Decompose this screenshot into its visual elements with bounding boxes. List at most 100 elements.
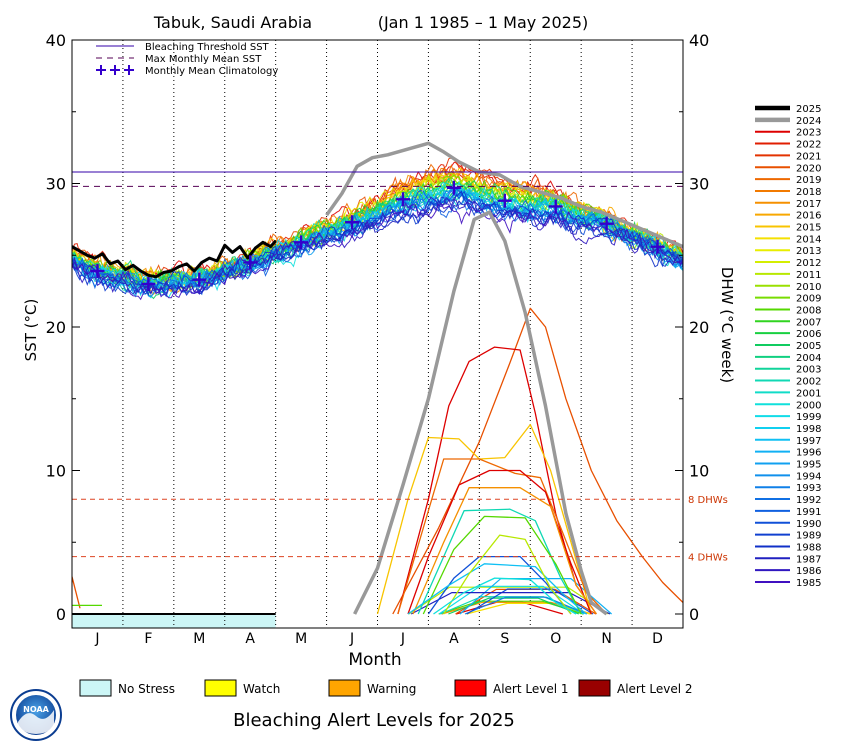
dhw-8-label: 8 DHWs <box>688 495 728 506</box>
dhw-series-highlight-5 <box>412 487 597 615</box>
year-legend-label-1995: 1995 <box>796 460 821 471</box>
alert-legend-label: No Stress <box>118 682 175 696</box>
month-grid <box>122 40 633 628</box>
year-legend-label-1993: 1993 <box>796 483 821 494</box>
year-legend-label-2009: 2009 <box>796 294 821 305</box>
plot-frame <box>71 39 684 629</box>
reference-lines: 8 DHWs 4 DHWs <box>72 171 728 564</box>
year-legend-label-2004: 2004 <box>796 353 821 364</box>
alert-legend-swatch <box>328 679 361 697</box>
dhw-series-highlight-11 <box>433 577 577 615</box>
year-legend-label-2002: 2002 <box>796 377 821 388</box>
sst-series-1992 <box>72 189 683 295</box>
climatology-marker <box>141 276 156 291</box>
x-tick-label: N <box>601 631 611 647</box>
dhw-series-1987 <box>410 592 611 615</box>
climatology-marker <box>192 272 207 287</box>
year-legend-label-2001: 2001 <box>796 388 821 399</box>
year-legend-label-1999: 1999 <box>796 412 821 423</box>
climatology-marker <box>497 193 512 208</box>
climatology-marker <box>650 239 665 254</box>
year-legend-label-1994: 1994 <box>796 471 821 482</box>
y-tick-label-left: 0 <box>56 605 66 624</box>
sst-series-1985 <box>72 202 683 301</box>
climatology-marker <box>345 215 360 230</box>
dhw-series-1996 <box>459 578 612 615</box>
year-legend-label-2005: 2005 <box>796 341 821 352</box>
x-tick-label: J <box>349 631 354 647</box>
dhw-series-1993 <box>464 596 588 615</box>
x-axis-label: Month <box>348 650 401 670</box>
sst-series-layer <box>72 141 683 301</box>
y-tick-label-left: 10 <box>46 462 66 481</box>
dhw-series-highlight-7 <box>422 515 582 615</box>
year-legend-label-2024: 2024 <box>796 116 821 127</box>
y-axis-label-left: SST (°C) <box>22 299 40 362</box>
year-legend-label-1988: 1988 <box>796 542 821 553</box>
climatology-marker <box>90 264 105 279</box>
x-tick-label: A <box>245 631 255 647</box>
year-legend-label-2023: 2023 <box>796 128 821 139</box>
year-legend-label-2017: 2017 <box>796 199 821 210</box>
dhw-series-2024 <box>353 210 608 616</box>
year-legend-label-1990: 1990 <box>796 519 821 530</box>
alert-caption: Bleaching Alert Levels for 2025 <box>233 710 515 731</box>
dhw-series-highlight-2 <box>376 423 592 615</box>
dhw-series-2014 <box>466 602 591 615</box>
year-legend-label-1985: 1985 <box>796 578 821 589</box>
alert-legend-label: Warning <box>367 682 416 696</box>
year-legend-label-1992: 1992 <box>796 495 821 506</box>
y-axis-label-right: DHW (°C week) <box>718 267 736 383</box>
sst-series-1990 <box>72 187 683 298</box>
legend-climatology-markers <box>96 65 134 75</box>
year-legend-label-2012: 2012 <box>796 258 821 269</box>
climatology-marker <box>294 235 309 250</box>
y-tick-label-right: 40 <box>689 31 709 50</box>
year-legend-label-1986: 1986 <box>796 566 821 577</box>
climatology-markers <box>90 180 665 291</box>
alert-legend-swatch <box>454 679 487 697</box>
year-legend-label-2000: 2000 <box>796 400 821 411</box>
dhw-series-highlight-4 <box>407 469 592 615</box>
sst-series-2024 <box>325 141 683 249</box>
year-legend: 2025202420232022202120202019201820172016… <box>755 104 821 589</box>
legend-threshold-label: Bleaching Threshold SST <box>145 42 270 53</box>
y-tick-label-left: 30 <box>46 175 66 194</box>
dhw-tail-early <box>72 576 81 609</box>
alert-legend-swatch <box>204 679 237 697</box>
x-tick-label: F <box>144 631 152 647</box>
alert-legend-swatch <box>578 679 611 697</box>
alert-legend-label: Alert Level 1 <box>493 682 569 696</box>
alert-legend-label: Alert Level 2 <box>617 682 693 696</box>
year-legend-label-2014: 2014 <box>796 234 821 245</box>
year-legend-label-2020: 2020 <box>796 163 821 174</box>
x-tick-label: O <box>550 631 561 647</box>
y-tick-label-left: 20 <box>46 318 66 337</box>
climatology-marker <box>599 216 614 231</box>
x-tick-label: J <box>400 631 405 647</box>
year-legend-label-2019: 2019 <box>796 175 821 186</box>
noaa-logo: NOAA <box>10 689 62 741</box>
year-legend-label-2003: 2003 <box>796 365 821 376</box>
dhw-4-label: 4 DHWs <box>688 553 728 564</box>
alert-legend-label: Watch <box>243 682 280 696</box>
year-legend-label-1989: 1989 <box>796 531 821 542</box>
chart-title: Tabuk, Saudi Arabia <box>153 13 312 32</box>
dhw-series-highlight-10 <box>443 534 572 615</box>
dhw-series-1990 <box>466 588 594 615</box>
x-tick-label: A <box>449 631 459 647</box>
x-tick-label: S <box>500 631 509 647</box>
year-legend-label-2006: 2006 <box>796 329 821 340</box>
dhw-series-1999 <box>438 585 585 615</box>
year-legend-label-1991: 1991 <box>796 507 821 518</box>
year-legend-label-1987: 1987 <box>796 554 821 565</box>
year-legend-label-1997: 1997 <box>796 436 821 447</box>
alert-legend-swatch <box>79 679 112 697</box>
year-legend-label-2016: 2016 <box>796 211 821 222</box>
dhw-series-highlight-9 <box>407 563 587 615</box>
sst-series-1988 <box>72 190 683 297</box>
dhw-series-highlight-1 <box>397 346 597 615</box>
y-tick-label-right: 20 <box>689 318 709 337</box>
legend-mmm-label: Max Monthly Mean SST <box>145 54 262 65</box>
dhw-series-layer <box>72 210 683 616</box>
